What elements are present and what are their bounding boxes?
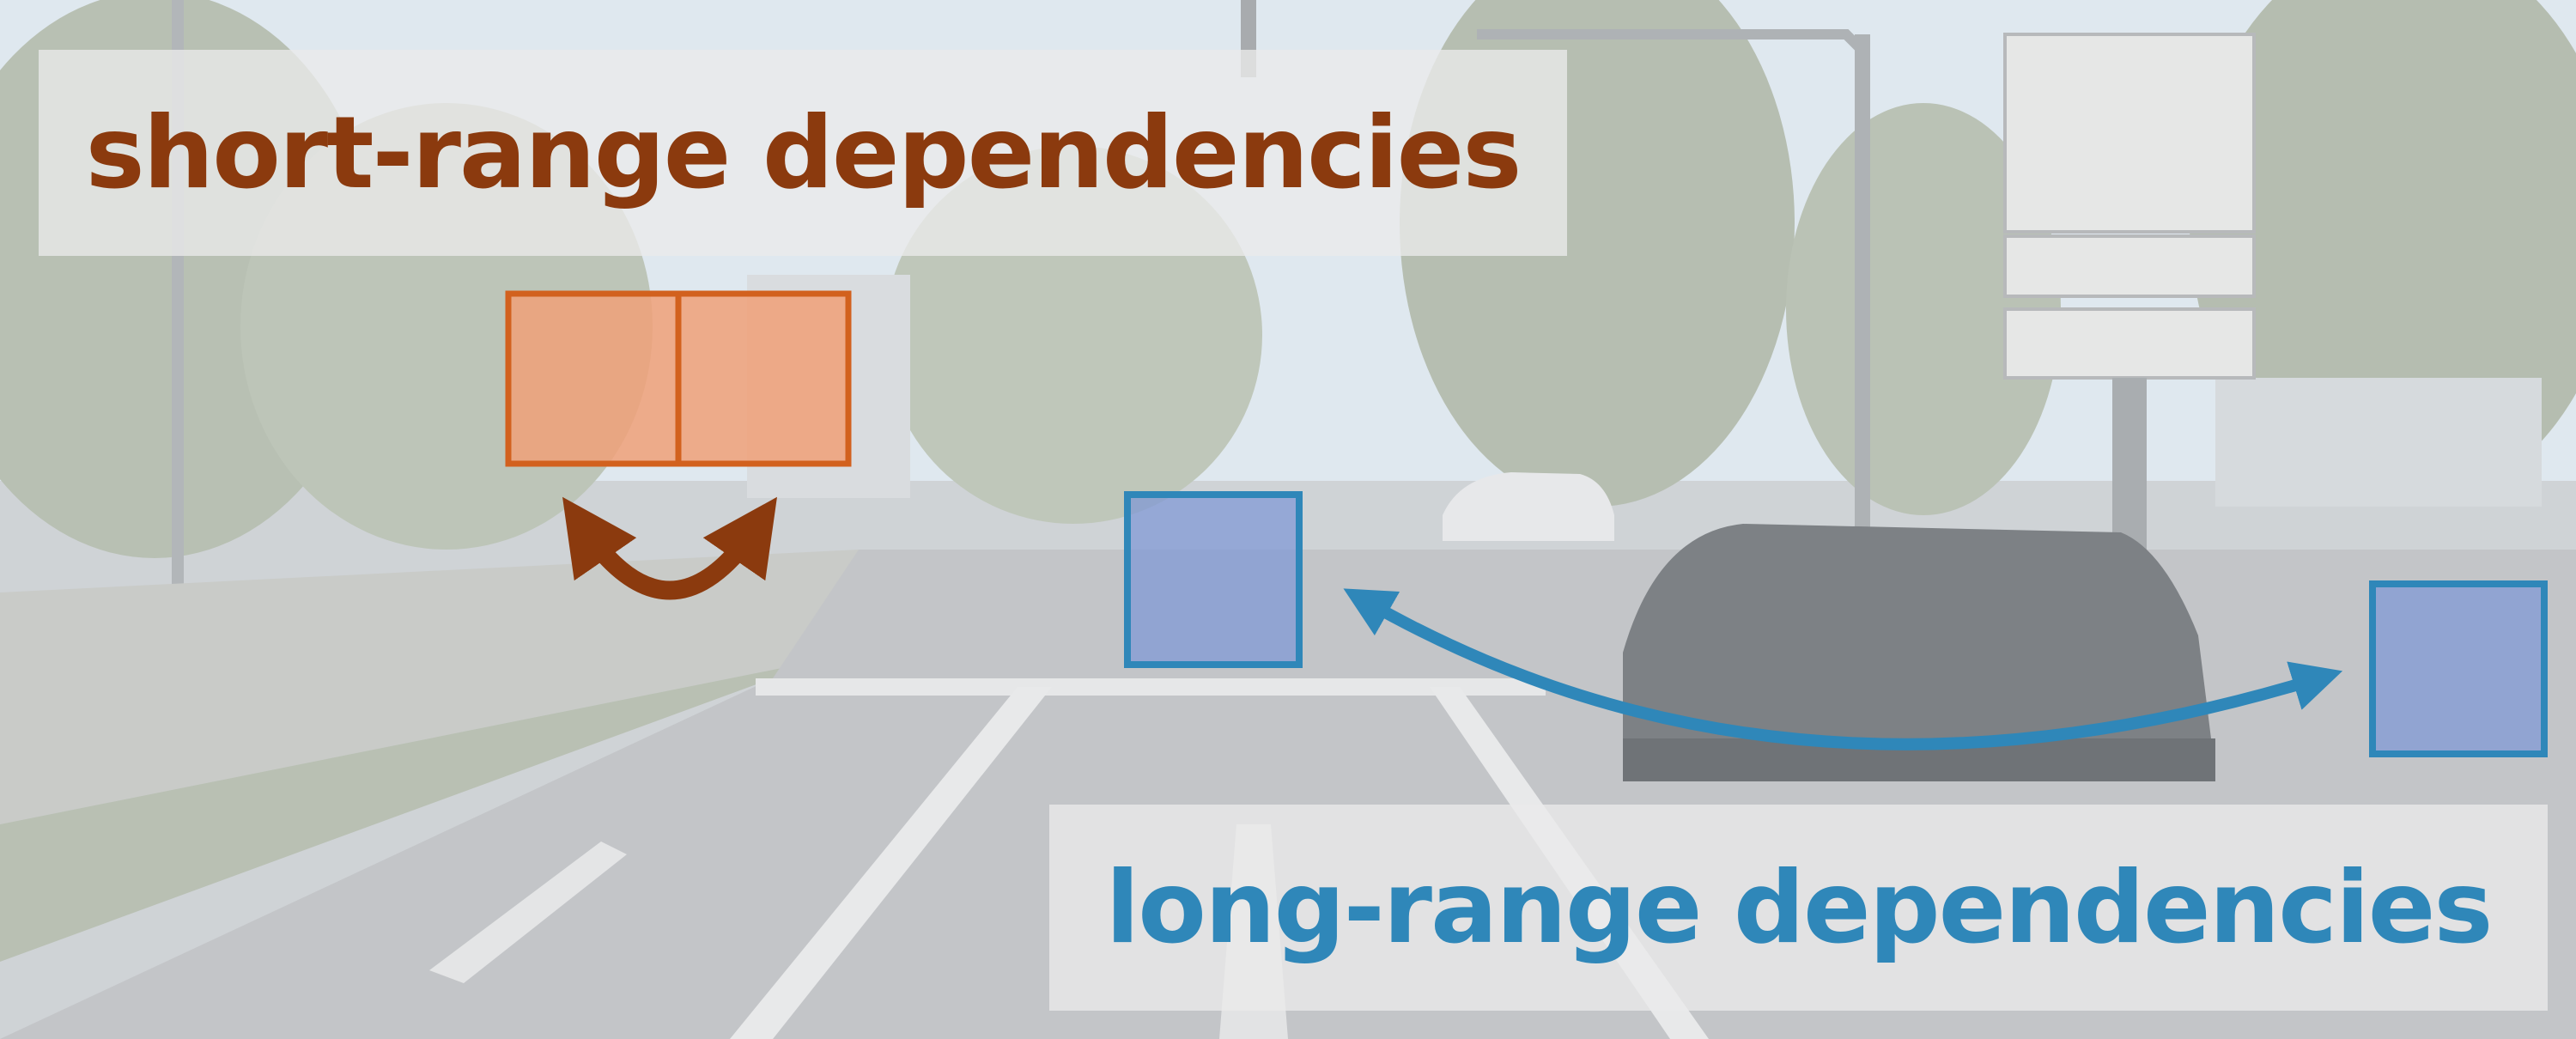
long-range-patch-right [2369, 580, 2548, 757]
short-range-label: short-range dependencies [85, 94, 1522, 211]
short-range-arrow [562, 496, 777, 600]
short-range-patch-pair [505, 290, 852, 467]
long-range-patch-left [1124, 491, 1303, 668]
short-range-patch-right [675, 290, 852, 467]
long-range-label-box: long-range dependencies [1049, 805, 2548, 1011]
long-range-arrow [1343, 588, 2343, 750]
long-range-label: long-range dependencies [1105, 849, 2494, 966]
short-range-patch-left [505, 290, 682, 467]
short-range-label-box: short-range dependencies [39, 50, 1567, 256]
